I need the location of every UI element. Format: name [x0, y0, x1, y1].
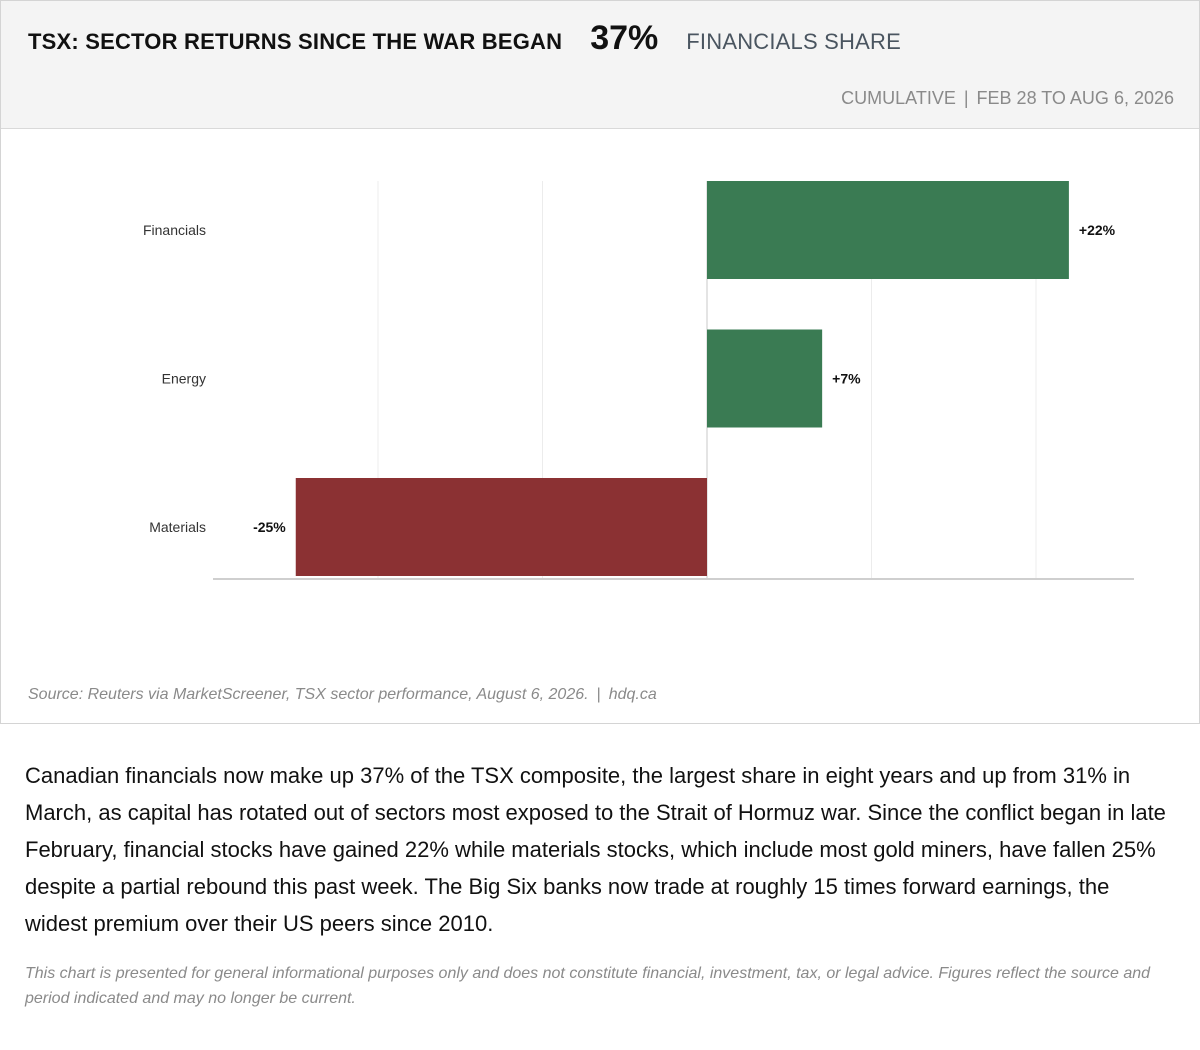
chart-labels: Financials +22% Energy +7% Materials -25% [143, 222, 1116, 535]
subhead-separator: | [963, 88, 969, 108]
data-label: +7% [832, 371, 861, 387]
chart-subhead: CUMULATIVE | FEB 28 TO AUG 6, 2026 [841, 88, 1174, 109]
bar-energy [707, 329, 823, 428]
source-separator: | [596, 686, 601, 703]
category-label: Financials [143, 222, 206, 238]
category-label: Energy [162, 371, 206, 387]
chart-title: TSX: SECTOR RETURNS SINCE THE WAR BEGAN [28, 29, 563, 54]
chart-bars [295, 181, 1069, 576]
source-text: Source: Reuters via MarketScreener, TSX … [28, 686, 589, 703]
chart-source: Source: Reuters via MarketScreener, TSX … [28, 686, 657, 704]
article-paragraph: Canadian financials now make up 37% of t… [25, 763, 1166, 936]
headline-stat: 37% [590, 19, 659, 57]
source-site: hdq.ca [608, 686, 657, 703]
chart-card: TSX: SECTOR RETURNS SINCE THE WAR BEGAN … [0, 0, 1200, 724]
bar-materials [295, 478, 707, 576]
bar-chart: Financials +22% Energy +7% Materials -25% [143, 181, 1134, 580]
subhead-measure: CUMULATIVE [841, 88, 956, 108]
headline-stat-label: FINANCIALS SHARE [686, 29, 901, 54]
category-label: Materials [149, 519, 206, 535]
chart-header: TSX: SECTOR RETURNS SINCE THE WAR BEGAN … [1, 1, 1199, 129]
disclaimer-text: This chart is presented for general info… [25, 965, 1151, 1007]
bar-financials [707, 181, 1069, 279]
data-label: -25% [253, 519, 286, 535]
title-row: TSX: SECTOR RETURNS SINCE THE WAR BEGAN … [28, 19, 901, 63]
subhead-period: FEB 28 TO AUG 6, 2026 [976, 88, 1174, 108]
data-label: +22% [1079, 222, 1116, 238]
